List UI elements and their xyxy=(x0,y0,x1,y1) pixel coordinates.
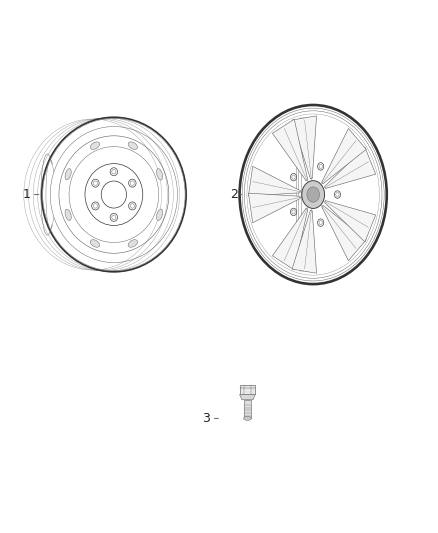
Ellipse shape xyxy=(112,215,116,220)
Ellipse shape xyxy=(93,204,97,208)
Ellipse shape xyxy=(90,142,99,149)
Text: 2: 2 xyxy=(230,188,238,201)
Polygon shape xyxy=(292,211,317,273)
Ellipse shape xyxy=(92,202,99,210)
Polygon shape xyxy=(272,208,308,270)
Text: 3: 3 xyxy=(202,412,210,425)
Ellipse shape xyxy=(292,210,295,214)
Polygon shape xyxy=(325,200,376,242)
Polygon shape xyxy=(248,166,300,196)
Ellipse shape xyxy=(65,168,71,180)
Polygon shape xyxy=(240,394,255,400)
Polygon shape xyxy=(248,193,300,223)
Ellipse shape xyxy=(93,181,97,185)
Ellipse shape xyxy=(318,163,324,170)
Ellipse shape xyxy=(65,209,71,221)
Ellipse shape xyxy=(112,169,116,174)
Ellipse shape xyxy=(292,175,295,179)
FancyBboxPatch shape xyxy=(244,400,251,418)
Ellipse shape xyxy=(90,240,99,247)
Ellipse shape xyxy=(318,219,324,227)
Polygon shape xyxy=(325,147,376,189)
Ellipse shape xyxy=(302,181,325,208)
Ellipse shape xyxy=(319,165,322,168)
Ellipse shape xyxy=(244,416,251,421)
Ellipse shape xyxy=(110,168,118,176)
Ellipse shape xyxy=(110,213,118,221)
Ellipse shape xyxy=(307,187,319,202)
Polygon shape xyxy=(321,128,366,184)
Polygon shape xyxy=(321,205,366,261)
Ellipse shape xyxy=(129,179,136,187)
Ellipse shape xyxy=(92,179,99,187)
Ellipse shape xyxy=(129,202,136,210)
Ellipse shape xyxy=(131,204,134,208)
Ellipse shape xyxy=(336,192,339,197)
Polygon shape xyxy=(292,116,317,179)
Ellipse shape xyxy=(290,208,297,216)
Ellipse shape xyxy=(290,173,297,181)
Ellipse shape xyxy=(101,181,127,208)
Polygon shape xyxy=(272,119,308,181)
Ellipse shape xyxy=(131,181,134,185)
Ellipse shape xyxy=(156,168,162,180)
Ellipse shape xyxy=(319,221,322,224)
Ellipse shape xyxy=(128,142,138,149)
Text: 1: 1 xyxy=(22,188,30,201)
Ellipse shape xyxy=(128,240,138,247)
Ellipse shape xyxy=(156,209,162,221)
FancyBboxPatch shape xyxy=(240,385,255,394)
Ellipse shape xyxy=(334,191,340,198)
